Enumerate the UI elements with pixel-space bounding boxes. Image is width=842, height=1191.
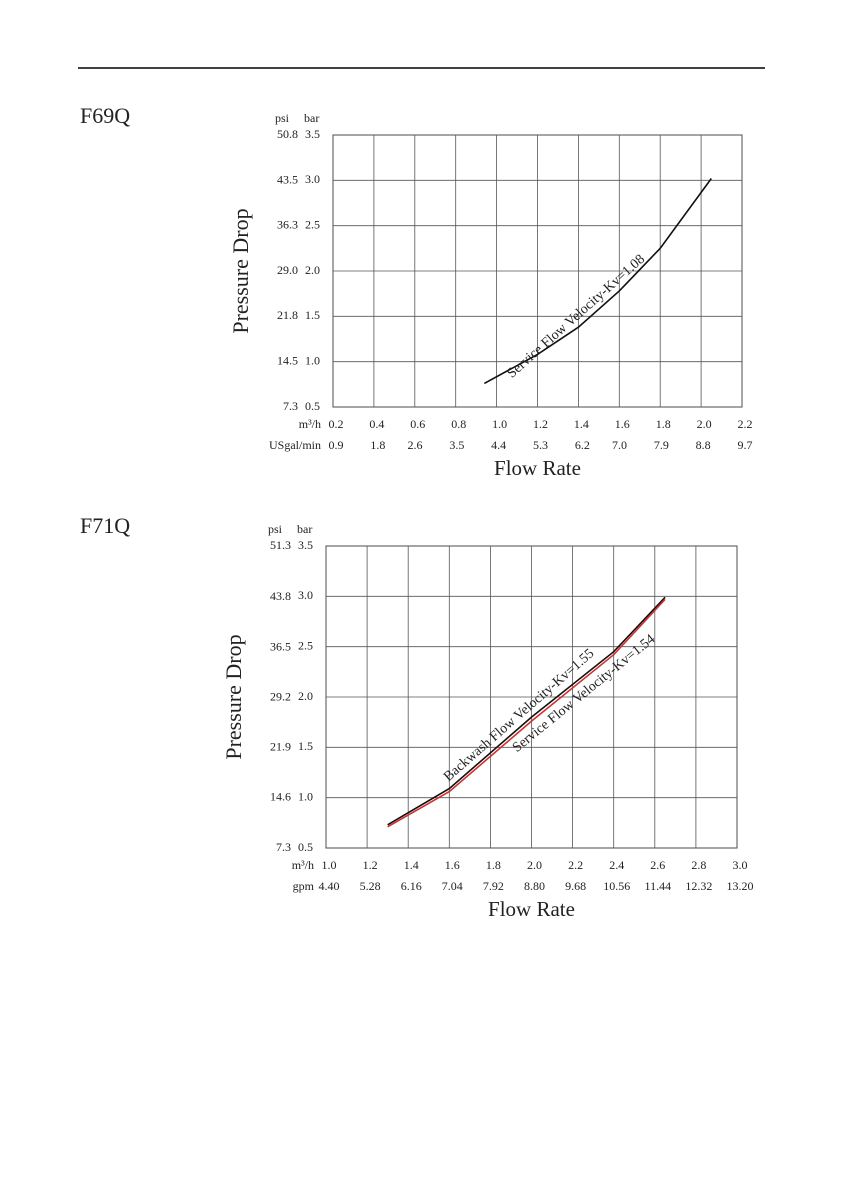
x2-tick-label: 6.2 bbox=[575, 438, 590, 452]
x2-tick-label: 0.9 bbox=[329, 438, 344, 452]
y2-tick-label: 50.8 bbox=[277, 127, 298, 141]
y-tick-label: 2.0 bbox=[298, 689, 313, 703]
y2-tick-label: 29.0 bbox=[277, 263, 298, 277]
x-tick-label: 2.0 bbox=[697, 417, 712, 431]
x-tick-label: 0.2 bbox=[329, 417, 344, 431]
y-tick-label: 1.0 bbox=[298, 789, 313, 803]
x2-tick-label: 8.8 bbox=[696, 438, 711, 452]
y2-unit: psi bbox=[275, 111, 290, 125]
x2-tick-label: 7.9 bbox=[654, 438, 669, 452]
x2-tick-label: 5.3 bbox=[533, 438, 548, 452]
y-tick-label: 3.0 bbox=[298, 588, 313, 602]
x-tick-label: 0.8 bbox=[451, 417, 466, 431]
y-tick-label: 3.5 bbox=[298, 538, 313, 552]
x-tick-label: 0.4 bbox=[369, 417, 384, 431]
x-tick-label: 1.2 bbox=[533, 417, 548, 431]
x2-tick-label: 10.56 bbox=[603, 879, 630, 893]
x2-tick-label: 2.6 bbox=[408, 438, 423, 452]
x2-tick-label: 9.68 bbox=[565, 879, 586, 893]
y-unit: bar bbox=[297, 522, 312, 536]
x2-tick-label: 12.32 bbox=[685, 879, 712, 893]
curve bbox=[387, 596, 666, 826]
y-tick-label: 1.5 bbox=[298, 739, 313, 753]
x2-unit: gpm bbox=[293, 879, 315, 893]
x2-tick-label: 1.8 bbox=[370, 438, 385, 452]
x2-unit: USgal/min bbox=[269, 438, 321, 452]
y2-tick-label: 7.3 bbox=[276, 840, 291, 854]
y-tick-label: 0.5 bbox=[305, 399, 320, 413]
x-tick-label: 2.0 bbox=[527, 858, 542, 872]
x-tick-label: 1.6 bbox=[615, 417, 630, 431]
y2-tick-label: 51.3 bbox=[270, 538, 291, 552]
x-tick-label: 1.0 bbox=[322, 858, 337, 872]
y2-tick-label: 14.5 bbox=[277, 354, 298, 368]
y2-tick-label: 43.5 bbox=[277, 172, 298, 186]
x-axis-title: Flow Rate bbox=[494, 456, 581, 480]
y2-tick-label: 36.5 bbox=[270, 639, 291, 653]
x-tick-label: 1.4 bbox=[404, 858, 419, 872]
y2-tick-label: 21.9 bbox=[270, 740, 291, 754]
y2-tick-label: 14.6 bbox=[270, 790, 291, 804]
y2-tick-label: 21.8 bbox=[277, 308, 298, 322]
x-tick-label: 1.8 bbox=[486, 858, 501, 872]
x-tick-label: 2.2 bbox=[738, 417, 753, 431]
x-tick-label: 0.6 bbox=[410, 417, 425, 431]
y-tick-label: 0.5 bbox=[298, 840, 313, 854]
y-tick-label: 1.0 bbox=[305, 353, 320, 367]
y-tick-label: 3.5 bbox=[305, 127, 320, 141]
y2-tick-label: 43.8 bbox=[270, 589, 291, 603]
curve bbox=[483, 178, 712, 385]
y-tick-label: 2.5 bbox=[305, 217, 320, 231]
x-tick-label: 2.2 bbox=[568, 858, 583, 872]
x2-tick-label: 13.20 bbox=[727, 879, 754, 893]
x-tick-label: 2.8 bbox=[691, 858, 706, 872]
x-tick-label: 3.0 bbox=[733, 858, 748, 872]
y2-tick-label: 29.2 bbox=[270, 689, 291, 703]
x-tick-label: 1.2 bbox=[363, 858, 378, 872]
x-tick-label: 2.4 bbox=[609, 858, 624, 872]
x-unit: m³/h bbox=[299, 417, 321, 431]
x2-tick-label: 4.4 bbox=[491, 438, 506, 452]
x-tick-label: 1.0 bbox=[492, 417, 507, 431]
y-unit: bar bbox=[304, 111, 319, 125]
y2-tick-label: 7.3 bbox=[283, 399, 298, 413]
y2-tick-label: 36.3 bbox=[277, 217, 298, 231]
x2-tick-label: 3.5 bbox=[449, 438, 464, 452]
curve-label: Backwash Flow Velocity-Kv=1.55 bbox=[441, 646, 597, 785]
x2-tick-label: 5.28 bbox=[360, 879, 381, 893]
x2-tick-label: 8.80 bbox=[524, 879, 545, 893]
x2-tick-label: 7.92 bbox=[483, 879, 504, 893]
x-unit: m³/h bbox=[292, 858, 314, 872]
x2-tick-label: 4.40 bbox=[319, 879, 340, 893]
y-axis-title: Pressure Drop bbox=[228, 208, 253, 333]
x2-tick-label: 6.16 bbox=[401, 879, 422, 893]
x-tick-label: 1.4 bbox=[574, 417, 589, 431]
y-tick-label: 3.0 bbox=[305, 172, 320, 186]
x2-tick-label: 11.44 bbox=[645, 879, 672, 893]
x2-tick-label: 9.7 bbox=[738, 438, 753, 452]
x-tick-label: 2.6 bbox=[650, 858, 665, 872]
x-axis-title: Flow Rate bbox=[488, 897, 575, 921]
y-axis-title: Pressure Drop bbox=[221, 634, 246, 759]
y-tick-label: 2.5 bbox=[298, 638, 313, 652]
x2-tick-label: 7.0 bbox=[612, 438, 627, 452]
x-tick-label: 1.8 bbox=[656, 417, 671, 431]
chart-title: F71Q bbox=[80, 513, 130, 538]
x-tick-label: 1.6 bbox=[445, 858, 460, 872]
y-tick-label: 2.0 bbox=[305, 263, 320, 277]
y-tick-label: 1.5 bbox=[305, 308, 320, 322]
curve bbox=[387, 598, 666, 828]
chart-title: F69Q bbox=[80, 103, 130, 128]
x2-tick-label: 7.04 bbox=[442, 879, 463, 893]
y2-unit: psi bbox=[268, 522, 283, 536]
